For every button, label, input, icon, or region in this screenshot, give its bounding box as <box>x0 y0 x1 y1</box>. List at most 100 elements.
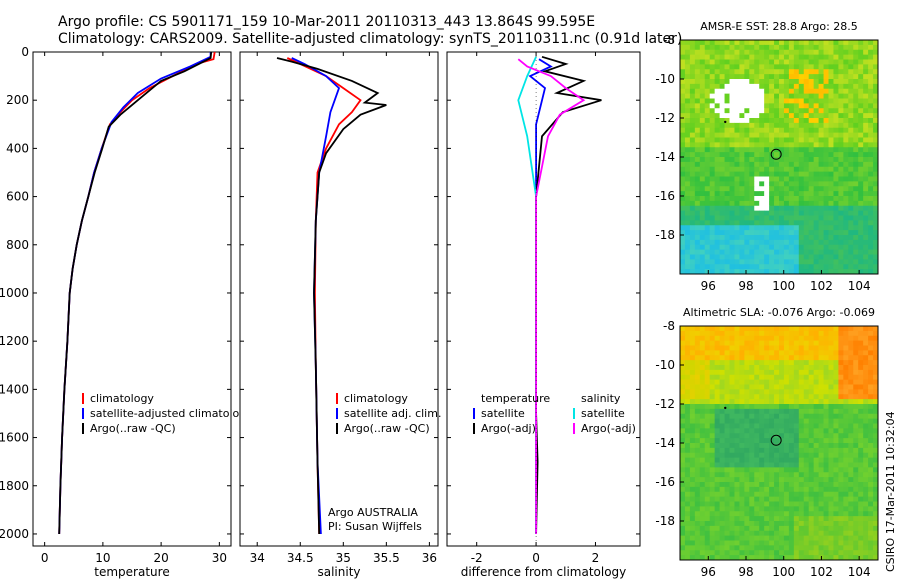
map-cell <box>689 132 696 138</box>
map-cell <box>793 511 800 517</box>
map-cell <box>714 157 720 163</box>
map-cell <box>863 230 869 236</box>
map-cell <box>759 54 765 60</box>
map-cell <box>749 457 755 463</box>
map-cell <box>808 171 815 177</box>
map-cell <box>833 118 839 124</box>
map-cell <box>739 108 745 114</box>
map-cell <box>709 244 716 251</box>
map-cell <box>779 540 785 546</box>
map-cell <box>863 540 869 546</box>
map-cell <box>729 408 735 415</box>
map-cell <box>749 181 755 187</box>
map-cell <box>813 438 819 444</box>
map-cell <box>828 269 834 275</box>
map-cell <box>689 40 696 46</box>
map-cell <box>823 244 829 251</box>
map-cell <box>788 113 795 119</box>
map-cell <box>783 98 790 104</box>
map-cell <box>774 122 780 129</box>
map-cell <box>714 443 720 449</box>
map-cell <box>754 491 760 498</box>
map-cell <box>729 433 735 439</box>
map-cell <box>689 64 696 70</box>
map-cell <box>779 404 785 410</box>
map-cell <box>764 127 770 134</box>
map-cell <box>769 438 775 444</box>
map-cell <box>828 530 834 537</box>
map-cell <box>704 418 711 424</box>
map-cell <box>744 374 750 381</box>
difference-profile-frame <box>446 51 641 547</box>
map-cell <box>744 335 750 342</box>
map-cell <box>744 521 750 527</box>
map-cell <box>783 525 790 532</box>
map-cell <box>769 433 775 439</box>
map-cell <box>863 83 869 90</box>
map-cell <box>714 132 720 138</box>
map-cell <box>779 389 785 395</box>
map-cell <box>788 540 795 546</box>
map-cell <box>719 404 725 410</box>
map-cell <box>699 196 706 202</box>
map-cell <box>699 418 706 424</box>
map-cell <box>808 506 815 512</box>
map-cell <box>704 330 711 337</box>
map-cell <box>813 462 819 468</box>
map-cell <box>769 64 775 70</box>
map-cell <box>853 399 859 405</box>
map-cell <box>808 384 815 390</box>
map-cell <box>684 496 691 502</box>
map-cell <box>823 113 829 119</box>
map-cell <box>734 200 740 207</box>
map-cell <box>858 413 864 420</box>
map-cell <box>680 418 686 424</box>
map-cell <box>813 98 819 104</box>
map-cell <box>779 40 785 46</box>
map-cell <box>714 511 720 517</box>
y-tick-label: 1200 <box>0 334 29 348</box>
map-cell <box>714 161 720 168</box>
map-cell <box>848 423 854 429</box>
map-cell <box>739 166 745 173</box>
y-tick-label: 1400 <box>0 382 29 396</box>
map-cell <box>843 264 849 270</box>
map-cell <box>749 452 755 459</box>
map-cell <box>833 181 839 187</box>
map-cell <box>680 428 686 434</box>
map-cell <box>863 59 869 65</box>
map-cell <box>783 230 790 236</box>
map-cell <box>803 413 810 420</box>
map-cell <box>863 326 869 332</box>
map-cell <box>709 452 716 459</box>
map-cell <box>729 326 735 332</box>
map-cell <box>754 394 760 400</box>
map-cell <box>699 438 706 444</box>
map-cell <box>848 394 854 400</box>
map-cell <box>793 443 800 449</box>
map-cell <box>729 555 735 561</box>
map-cell <box>868 326 874 332</box>
map-cell <box>724 171 730 177</box>
map-cell <box>788 108 795 114</box>
map-cell <box>724 249 730 255</box>
map-cell <box>694 239 701 246</box>
map-cell <box>783 44 790 51</box>
map-cell <box>744 443 750 449</box>
map-cell <box>818 40 824 46</box>
map-cell <box>769 132 775 138</box>
map-cell <box>739 210 745 216</box>
map-cell <box>779 93 785 99</box>
map-cell <box>813 350 819 356</box>
map-cell <box>858 482 864 488</box>
map-cell <box>749 235 755 241</box>
map-cell <box>714 379 720 385</box>
map-cell <box>873 239 879 246</box>
map-cell <box>813 254 819 260</box>
map-cell <box>783 215 790 221</box>
map-cell <box>818 44 824 51</box>
map-cell <box>684 535 691 541</box>
map-cell <box>838 264 844 270</box>
map-cell <box>680 215 686 221</box>
map-cell <box>759 220 765 226</box>
